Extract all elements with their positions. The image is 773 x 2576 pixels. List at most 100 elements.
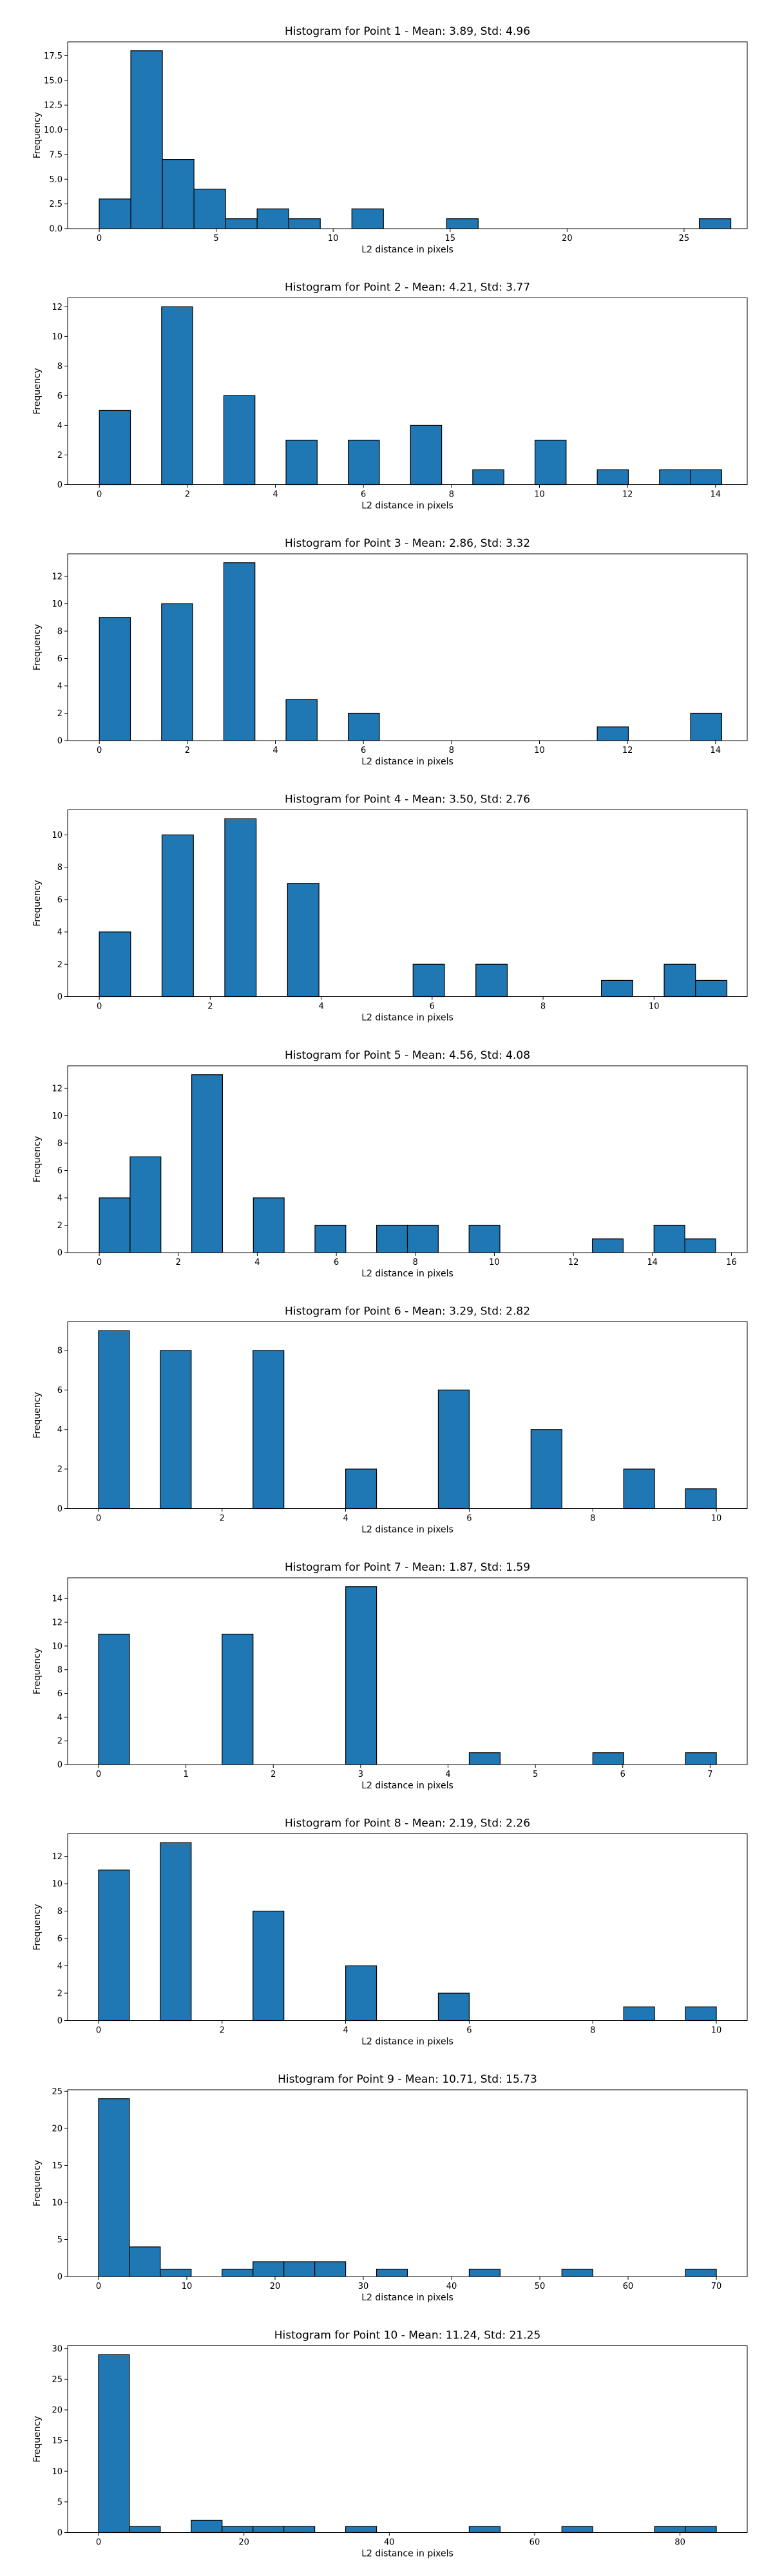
y-tick-label: 12 xyxy=(52,573,62,582)
x-tick-label: 0 xyxy=(96,1770,101,1779)
y-tick-label: 8 xyxy=(57,1907,62,1917)
y-tick-label: 10 xyxy=(52,332,62,342)
histogram-bar xyxy=(222,1633,254,1765)
y-tick-label: 15 xyxy=(52,2436,62,2446)
histogram-bar xyxy=(283,2261,316,2277)
x-tick-label: 15 xyxy=(445,234,456,243)
x-tick-label: 2 xyxy=(271,1770,276,1779)
histogram-bar xyxy=(99,931,131,998)
x-tick-label: 12 xyxy=(622,746,633,755)
y-tick-label: 4 xyxy=(57,682,62,692)
y-axis-label: Frequency xyxy=(32,1136,43,1182)
y-tick-label: 5 xyxy=(57,2235,62,2245)
histogram-bar xyxy=(287,883,320,998)
histogram-bar xyxy=(684,1238,716,1253)
x-tick-label: 4 xyxy=(343,1514,348,1524)
x-tick-label: 6 xyxy=(361,490,366,500)
histogram-panel-6: Histogram for Point 6 - Mean: 3.29, Std:… xyxy=(32,1305,748,1535)
histogram-bar xyxy=(591,1238,624,1253)
histogram-bar xyxy=(253,1197,285,1253)
y-tick-label: 2 xyxy=(57,1221,62,1231)
y-tick-label: 0 xyxy=(57,1504,62,1514)
x-tick-label: 20 xyxy=(562,234,573,243)
y-tick-label: 20 xyxy=(52,2124,62,2134)
axes-frame xyxy=(67,2089,748,2277)
x-tick-label: 14 xyxy=(647,1258,658,1267)
histogram-bar xyxy=(222,2526,254,2533)
histogram-bar xyxy=(468,1752,501,1765)
y-axis-label: Frequency xyxy=(32,112,43,158)
axes-frame xyxy=(67,298,748,485)
histogram-bar xyxy=(472,469,504,486)
x-tick-label: 0 xyxy=(97,1002,102,1012)
y-tick-label: 12 xyxy=(52,303,62,312)
histogram-bar xyxy=(129,1156,162,1253)
histogram-panel-3: Histogram for Point 3 - Mean: 2.86, Std:… xyxy=(32,537,748,767)
histogram-panel-2: Histogram for Point 2 - Mean: 4.21, Std:… xyxy=(32,281,748,511)
histogram-panel-9: Histogram for Point 9 - Mean: 10.71, Std… xyxy=(32,2073,748,2303)
x-tick-label: 30 xyxy=(358,2282,369,2291)
x-axis-label: L2 distance in pixels xyxy=(361,1013,453,1023)
histogram-bar xyxy=(314,1224,347,1253)
histogram-bar xyxy=(685,2268,717,2277)
histogram-bar xyxy=(224,818,257,998)
y-tick-label: 2 xyxy=(57,1989,62,1999)
x-tick-label: 8 xyxy=(449,490,454,500)
y-tick-label: 5 xyxy=(57,2497,62,2507)
histogram-bar xyxy=(283,2526,316,2533)
y-tick-label: 6 xyxy=(57,1689,62,1699)
x-tick-label: 1 xyxy=(183,1770,188,1779)
x-tick-label: 10 xyxy=(649,1002,660,1012)
y-tick-label: 8 xyxy=(57,627,62,637)
y-tick-label: 12 xyxy=(52,1852,62,1862)
axes-frame xyxy=(67,1577,748,1765)
histogram-bar xyxy=(162,158,195,229)
x-tick-label: 5 xyxy=(533,1770,538,1779)
histogram-bar xyxy=(685,2006,717,2022)
x-tick-label: 0 xyxy=(96,1514,101,1524)
x-axis-label: L2 distance in pixels xyxy=(361,2293,453,2303)
x-tick-label: 10 xyxy=(711,2026,722,2036)
x-tick-label: 2 xyxy=(176,1258,181,1267)
x-tick-label: 6 xyxy=(620,1770,625,1779)
y-tick-label: 8 xyxy=(57,1139,62,1149)
x-tick-label: 12 xyxy=(568,1258,579,1267)
y-tick-label: 8 xyxy=(57,1665,62,1675)
y-tick-label: 2 xyxy=(57,1465,62,1475)
histogram-bar xyxy=(345,1965,377,2022)
histogram-bar xyxy=(99,410,131,486)
histogram-bar xyxy=(161,603,193,741)
histogram-bar xyxy=(596,726,629,741)
histogram-bar xyxy=(468,2526,501,2533)
x-tick-label: 5 xyxy=(213,234,218,243)
histogram-panel-10: Histogram for Point 10 - Mean: 11.24, St… xyxy=(32,2329,748,2559)
x-tick-label: 50 xyxy=(535,2282,546,2291)
y-tick-label: 4 xyxy=(57,928,62,938)
x-axis-label: L2 distance in pixels xyxy=(361,1269,453,1279)
histogram-bar xyxy=(253,1910,285,2022)
histogram-panel-7: Histogram for Point 7 - Mean: 1.87, Std:… xyxy=(32,1561,748,1791)
chart-title: Histogram for Point 9 - Mean: 10.71, Std… xyxy=(278,2073,537,2086)
y-tick-label: 0 xyxy=(57,480,62,490)
histogram-bar xyxy=(345,1586,377,1765)
y-tick-label: 10 xyxy=(52,831,62,840)
axes-frame xyxy=(67,810,748,997)
histogram-bar xyxy=(475,963,508,998)
x-tick-label: 10 xyxy=(534,746,545,755)
histogram-bar xyxy=(348,439,380,486)
histogram-bar xyxy=(685,1488,717,1510)
histogram-bar xyxy=(601,980,633,998)
x-tick-label: 8 xyxy=(413,1258,418,1267)
histogram-bar xyxy=(685,2526,717,2533)
histogram-bar xyxy=(98,2354,130,2533)
histogram-bar xyxy=(659,469,691,486)
y-tick-label: 12 xyxy=(52,1618,62,1628)
x-axis-label: L2 distance in pixels xyxy=(361,2037,453,2047)
axes-frame xyxy=(67,1321,748,1509)
y-tick-label: 15 xyxy=(52,2161,62,2171)
histogram-bar xyxy=(130,50,163,229)
x-tick-label: 7 xyxy=(707,1770,712,1779)
y-tick-label: 8 xyxy=(57,863,62,873)
x-tick-label: 4 xyxy=(343,2026,348,2036)
x-tick-label: 8 xyxy=(590,2026,595,2036)
